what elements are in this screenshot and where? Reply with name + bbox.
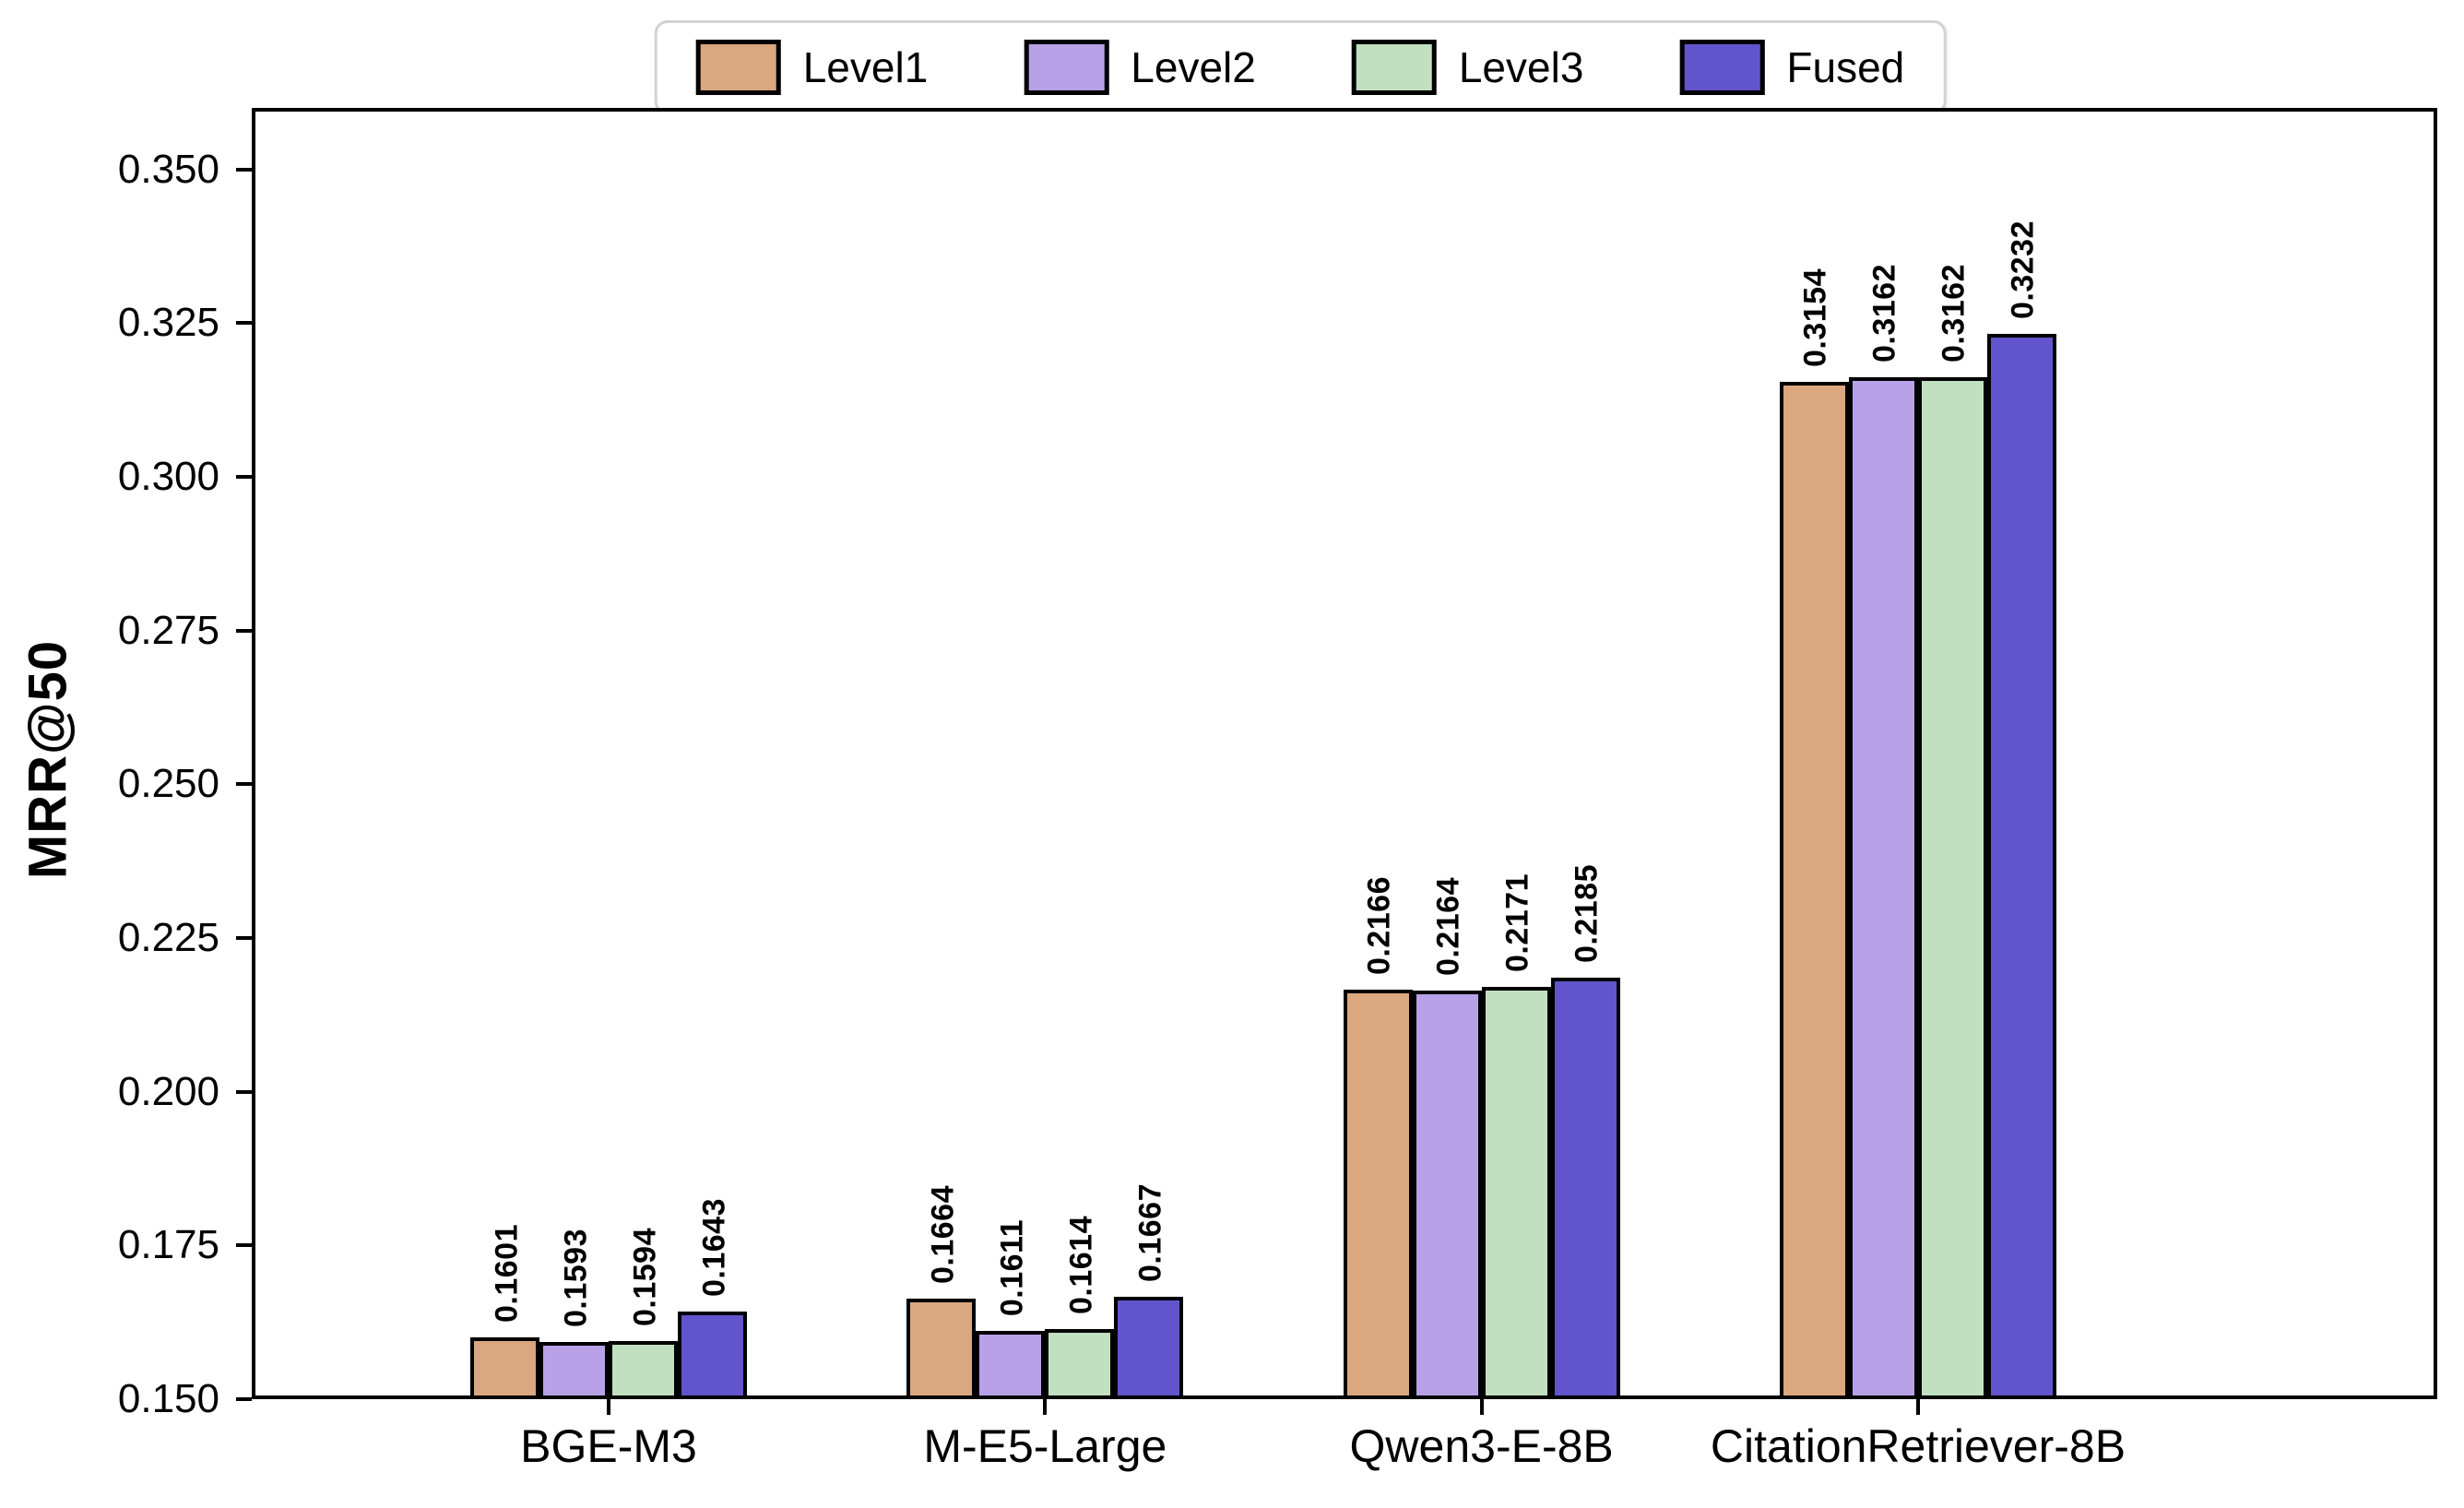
- bar-value-label: 0.1593: [558, 1229, 593, 1327]
- bar-value-label: 0.3154: [1797, 268, 1833, 368]
- y-tick-mark: [236, 628, 252, 633]
- y-tick-label: 0.150: [117, 1376, 219, 1421]
- legend-item-fused: Fused: [1679, 40, 1904, 95]
- bar-level1-3: [1343, 990, 1413, 1399]
- y-tick-mark: [236, 1243, 252, 1248]
- y-axis-label: MRR@50: [18, 639, 78, 880]
- legend-label: Level2: [1131, 43, 1256, 91]
- legend-swatch-level3: [1351, 40, 1437, 95]
- bar-value-label: 0.2164: [1430, 877, 1466, 977]
- legend-label: Level1: [802, 43, 929, 91]
- legend-swatch-fused: [1679, 40, 1765, 95]
- bar-value-label: 0.1614: [1063, 1216, 1099, 1314]
- x-tick-label: CitationRetriever-8B: [1710, 1420, 2126, 1472]
- legend-item-level1: Level1: [695, 40, 929, 95]
- y-tick-label: 0.300: [117, 454, 219, 499]
- y-tick-label: 0.250: [117, 761, 219, 807]
- y-tick-mark: [236, 936, 252, 940]
- bar-value-label: 0.2185: [1569, 864, 1605, 964]
- x-tick-label: Qwen3-E-8B: [1349, 1420, 1614, 1472]
- x-tick-mark: [607, 1399, 610, 1415]
- bar-value-label: 0.1611: [994, 1218, 1030, 1316]
- y-tick-label: 0.325: [117, 300, 219, 346]
- bar-value-label: 0.1667: [1132, 1182, 1168, 1282]
- x-tick-mark: [1915, 1399, 1920, 1415]
- legend-swatch-level1: [695, 40, 781, 95]
- bar-value-label: 0.3162: [1866, 264, 1902, 362]
- bar-level3-4: [1917, 377, 1987, 1399]
- y-tick-label: 0.275: [117, 607, 219, 653]
- legend-label: Fused: [1786, 43, 1905, 91]
- legend: Level1 Level2 Level3 Fused: [654, 20, 1947, 114]
- y-tick-mark: [236, 782, 252, 787]
- bar-level1-4: [1779, 382, 1849, 1399]
- bar-value-label: 0.2171: [1499, 873, 1535, 972]
- bar-level3-1: [609, 1341, 678, 1399]
- x-tick-mark: [1043, 1399, 1048, 1415]
- bar-value-label: 0.1664: [925, 1184, 961, 1284]
- bar-level2-3: [1412, 991, 1482, 1399]
- y-tick-label: 0.225: [117, 915, 219, 960]
- y-tick-mark: [236, 1089, 252, 1094]
- y-tick-mark: [236, 321, 252, 326]
- bar-fused-3: [1550, 978, 1620, 1399]
- y-tick-label: 0.200: [117, 1068, 219, 1114]
- bar-level3-3: [1481, 986, 1551, 1399]
- bar-level1-2: [906, 1298, 977, 1399]
- bar-level2-4: [1848, 377, 1918, 1399]
- legend-item-level3: Level3: [1351, 40, 1584, 95]
- y-tick-mark: [236, 167, 252, 172]
- bar-fused-2: [1114, 1296, 1184, 1399]
- bar-level1-1: [470, 1336, 539, 1399]
- bar-value-label: 0.1601: [489, 1223, 524, 1323]
- bar-value-label: 0.2166: [1361, 876, 1397, 975]
- y-tick-mark: [236, 1397, 252, 1401]
- bar-value-label: 0.1643: [696, 1197, 731, 1297]
- x-tick-label: M-E5-Large: [923, 1420, 1167, 1472]
- bar-value-label: 0.3232: [2005, 220, 2041, 320]
- x-tick-mark: [1479, 1399, 1484, 1415]
- legend-label: Level3: [1458, 43, 1584, 91]
- y-tick-label: 0.350: [117, 146, 219, 192]
- bar-fused-1: [678, 1311, 747, 1399]
- bar-level2-1: [539, 1342, 609, 1399]
- legend-item-level2: Level2: [1024, 40, 1256, 95]
- legend-swatch-level2: [1024, 40, 1109, 95]
- bar-fused-4: [1986, 334, 2056, 1399]
- bar-level2-2: [976, 1331, 1046, 1399]
- bar-level3-2: [1045, 1329, 1115, 1399]
- bar-value-label: 0.1594: [627, 1228, 662, 1327]
- y-tick-mark: [236, 475, 252, 479]
- x-tick-label: BGE-M3: [520, 1420, 697, 1472]
- bar-value-label: 0.3162: [1936, 264, 1972, 362]
- y-tick-label: 0.175: [117, 1222, 219, 1268]
